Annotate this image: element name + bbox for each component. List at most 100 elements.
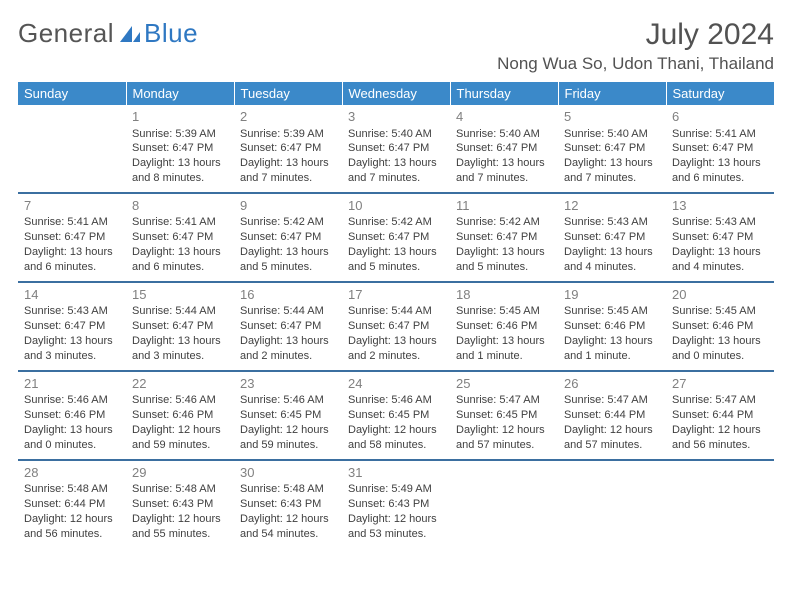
sunset-text: Sunset: 6:47 PM xyxy=(348,319,444,334)
calendar-day-cell: 28Sunrise: 5:48 AMSunset: 6:44 PMDayligh… xyxy=(18,460,126,548)
title-block: July 2024 Nong Wua So, Udon Thani, Thail… xyxy=(497,18,774,74)
calendar-week: 28Sunrise: 5:48 AMSunset: 6:44 PMDayligh… xyxy=(18,460,774,548)
sunset-text: Sunset: 6:44 PM xyxy=(24,497,120,512)
daylight-text: Daylight: 12 hours and 59 minutes. xyxy=(132,423,228,453)
daylight-text: Daylight: 13 hours and 7 minutes. xyxy=(564,156,660,186)
daylight-text: Daylight: 13 hours and 2 minutes. xyxy=(348,334,444,364)
calendar-day-cell: 1Sunrise: 5:39 AMSunset: 6:47 PMDaylight… xyxy=(126,105,234,193)
sunrise-text: Sunrise: 5:42 AM xyxy=(240,215,336,230)
day-number: 25 xyxy=(456,375,552,393)
daylight-text: Daylight: 13 hours and 7 minutes. xyxy=(456,156,552,186)
calendar-day-cell: 31Sunrise: 5:49 AMSunset: 6:43 PMDayligh… xyxy=(342,460,450,548)
day-number: 26 xyxy=(564,375,660,393)
calendar-day-cell: 25Sunrise: 5:47 AMSunset: 6:45 PMDayligh… xyxy=(450,371,558,460)
brand-sail-icon xyxy=(118,24,142,44)
calendar-day-cell: 9Sunrise: 5:42 AMSunset: 6:47 PMDaylight… xyxy=(234,193,342,282)
sunset-text: Sunset: 6:43 PM xyxy=(240,497,336,512)
daylight-text: Daylight: 12 hours and 56 minutes. xyxy=(672,423,768,453)
day-number: 29 xyxy=(132,464,228,482)
month-title: July 2024 xyxy=(497,18,774,52)
sunset-text: Sunset: 6:47 PM xyxy=(348,230,444,245)
sunset-text: Sunset: 6:47 PM xyxy=(132,141,228,156)
calendar-day-cell: 4Sunrise: 5:40 AMSunset: 6:47 PMDaylight… xyxy=(450,105,558,193)
daylight-text: Daylight: 13 hours and 1 minute. xyxy=(564,334,660,364)
calendar-table: SundayMondayTuesdayWednesdayThursdayFrid… xyxy=(18,82,774,548)
sunrise-text: Sunrise: 5:40 AM xyxy=(456,127,552,142)
sunrise-text: Sunrise: 5:43 AM xyxy=(672,215,768,230)
sunrise-text: Sunrise: 5:44 AM xyxy=(240,304,336,319)
day-number: 28 xyxy=(24,464,120,482)
daylight-text: Daylight: 13 hours and 1 minute. xyxy=(456,334,552,364)
sunset-text: Sunset: 6:45 PM xyxy=(348,408,444,423)
daylight-text: Daylight: 13 hours and 3 minutes. xyxy=(132,334,228,364)
sunset-text: Sunset: 6:47 PM xyxy=(24,230,120,245)
sunset-text: Sunset: 6:47 PM xyxy=(564,230,660,245)
calendar-week: 14Sunrise: 5:43 AMSunset: 6:47 PMDayligh… xyxy=(18,282,774,371)
location-subtitle: Nong Wua So, Udon Thani, Thailand xyxy=(497,54,774,74)
sunset-text: Sunset: 6:47 PM xyxy=(672,230,768,245)
sunrise-text: Sunrise: 5:47 AM xyxy=(564,393,660,408)
calendar-day-cell: 16Sunrise: 5:44 AMSunset: 6:47 PMDayligh… xyxy=(234,282,342,371)
day-header: Wednesday xyxy=(342,82,450,105)
sunrise-text: Sunrise: 5:48 AM xyxy=(240,482,336,497)
sunset-text: Sunset: 6:47 PM xyxy=(240,230,336,245)
daylight-text: Daylight: 13 hours and 5 minutes. xyxy=(348,245,444,275)
daylight-text: Daylight: 13 hours and 6 minutes. xyxy=(672,156,768,186)
daylight-text: Daylight: 12 hours and 53 minutes. xyxy=(348,512,444,542)
daylight-text: Daylight: 13 hours and 5 minutes. xyxy=(240,245,336,275)
sunset-text: Sunset: 6:47 PM xyxy=(672,141,768,156)
sunset-text: Sunset: 6:44 PM xyxy=(564,408,660,423)
day-number: 23 xyxy=(240,375,336,393)
daylight-text: Daylight: 13 hours and 2 minutes. xyxy=(240,334,336,364)
day-header: Tuesday xyxy=(234,82,342,105)
day-number: 8 xyxy=(132,197,228,215)
day-number: 21 xyxy=(24,375,120,393)
calendar-day-cell: 21Sunrise: 5:46 AMSunset: 6:46 PMDayligh… xyxy=(18,371,126,460)
calendar-day-cell: 22Sunrise: 5:46 AMSunset: 6:46 PMDayligh… xyxy=(126,371,234,460)
sunrise-text: Sunrise: 5:45 AM xyxy=(456,304,552,319)
daylight-text: Daylight: 12 hours and 58 minutes. xyxy=(348,423,444,453)
calendar-day-cell xyxy=(558,460,666,548)
sunset-text: Sunset: 6:46 PM xyxy=(564,319,660,334)
sunrise-text: Sunrise: 5:47 AM xyxy=(456,393,552,408)
sunrise-text: Sunrise: 5:42 AM xyxy=(456,215,552,230)
sunrise-text: Sunrise: 5:40 AM xyxy=(564,127,660,142)
daylight-text: Daylight: 13 hours and 5 minutes. xyxy=(456,245,552,275)
calendar-day-cell: 27Sunrise: 5:47 AMSunset: 6:44 PMDayligh… xyxy=(666,371,774,460)
day-number: 9 xyxy=(240,197,336,215)
sunrise-text: Sunrise: 5:43 AM xyxy=(564,215,660,230)
sunrise-text: Sunrise: 5:48 AM xyxy=(24,482,120,497)
sunset-text: Sunset: 6:47 PM xyxy=(132,319,228,334)
calendar-day-cell: 2Sunrise: 5:39 AMSunset: 6:47 PMDaylight… xyxy=(234,105,342,193)
day-number: 24 xyxy=(348,375,444,393)
sunset-text: Sunset: 6:47 PM xyxy=(132,230,228,245)
calendar-day-cell: 6Sunrise: 5:41 AMSunset: 6:47 PMDaylight… xyxy=(666,105,774,193)
day-number: 13 xyxy=(672,197,768,215)
day-header: Friday xyxy=(558,82,666,105)
calendar-day-cell: 5Sunrise: 5:40 AMSunset: 6:47 PMDaylight… xyxy=(558,105,666,193)
calendar-day-cell: 8Sunrise: 5:41 AMSunset: 6:47 PMDaylight… xyxy=(126,193,234,282)
sunrise-text: Sunrise: 5:39 AM xyxy=(240,127,336,142)
sunset-text: Sunset: 6:43 PM xyxy=(132,497,228,512)
sunrise-text: Sunrise: 5:44 AM xyxy=(348,304,444,319)
daylight-text: Daylight: 13 hours and 4 minutes. xyxy=(564,245,660,275)
sunset-text: Sunset: 6:47 PM xyxy=(456,230,552,245)
daylight-text: Daylight: 13 hours and 0 minutes. xyxy=(24,423,120,453)
sunset-text: Sunset: 6:46 PM xyxy=(132,408,228,423)
sunrise-text: Sunrise: 5:46 AM xyxy=(24,393,120,408)
calendar-week: 21Sunrise: 5:46 AMSunset: 6:46 PMDayligh… xyxy=(18,371,774,460)
brand-word-1: General xyxy=(18,18,114,49)
sunrise-text: Sunrise: 5:41 AM xyxy=(672,127,768,142)
calendar-day-cell: 12Sunrise: 5:43 AMSunset: 6:47 PMDayligh… xyxy=(558,193,666,282)
day-header: Sunday xyxy=(18,82,126,105)
day-header: Thursday xyxy=(450,82,558,105)
daylight-text: Daylight: 12 hours and 54 minutes. xyxy=(240,512,336,542)
day-number: 19 xyxy=(564,286,660,304)
day-number: 15 xyxy=(132,286,228,304)
day-number: 2 xyxy=(240,108,336,126)
calendar-day-cell: 15Sunrise: 5:44 AMSunset: 6:47 PMDayligh… xyxy=(126,282,234,371)
daylight-text: Daylight: 12 hours and 59 minutes. xyxy=(240,423,336,453)
day-number: 17 xyxy=(348,286,444,304)
day-number: 7 xyxy=(24,197,120,215)
sunset-text: Sunset: 6:47 PM xyxy=(456,141,552,156)
